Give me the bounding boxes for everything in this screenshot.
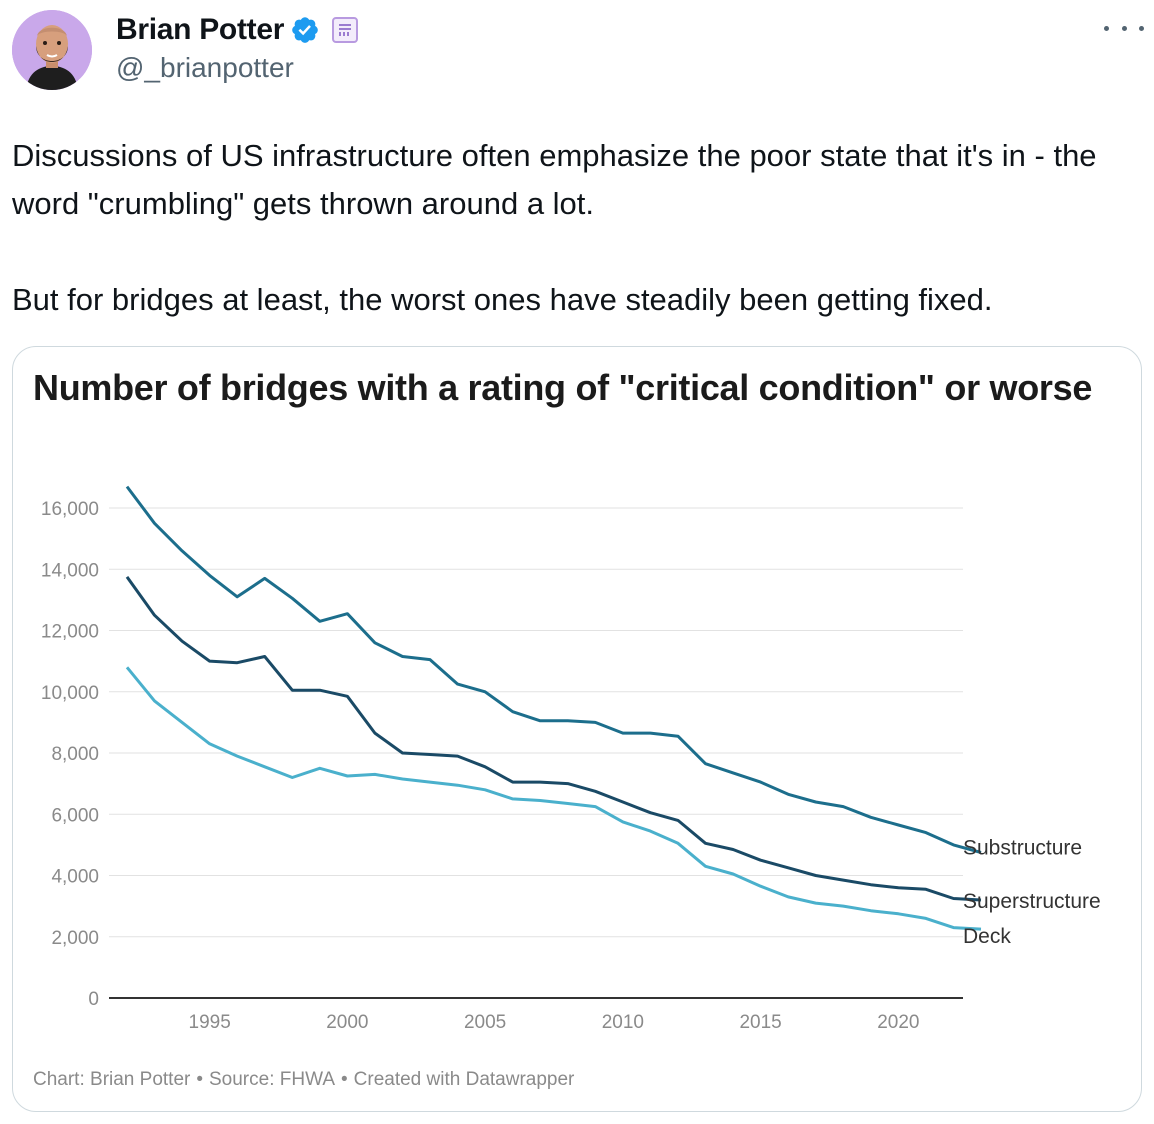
y-tick-label: 6,000 <box>51 805 99 826</box>
x-tick-label: 1995 <box>189 1012 231 1033</box>
avatar-portrait-icon <box>12 10 92 90</box>
x-tick-label: 2005 <box>464 1012 506 1033</box>
y-tick-label: 0 <box>88 989 99 1010</box>
series-label-substructure: Substructure <box>963 837 1082 860</box>
chart-title: Number of bridges with a rating of "crit… <box>33 367 1093 408</box>
more-dot-icon <box>1104 25 1109 31</box>
more-dot-icon <box>1121 25 1127 31</box>
line-chart: 0 2,000 4,000 6,000 8,000 10,000 12,000 14,000 1… <box>41 485 1101 1033</box>
series-line-substructure <box>125 485 982 854</box>
x-tick-label: 2010 <box>602 1012 644 1033</box>
y-tick-label: 8,000 <box>51 744 99 765</box>
y-tick-label: 16,000 <box>41 499 99 520</box>
series-line-superstructure <box>125 576 982 902</box>
y-tick-label: 14,000 <box>41 560 99 581</box>
tweet-paragraph: Discussions of US infrastructure often e… <box>12 138 1097 221</box>
author-name-row: Brian Potter <box>116 12 359 48</box>
chart-credit: Chart: Brian Potter <box>33 1069 191 1090</box>
series-lines <box>125 485 982 931</box>
y-tick-label: 2,000 <box>51 928 99 949</box>
more-options-button[interactable] <box>1104 16 1144 40</box>
more-dot-icon <box>1139 25 1144 31</box>
display-name[interactable]: Brian Potter <box>116 13 285 46</box>
chart-tool: Created with Datawrapper <box>353 1069 575 1090</box>
y-tick-label: 4,000 <box>51 867 99 888</box>
axis: 0 2,000 4,000 6,000 8,000 10,000 12,000 14,000 1… <box>41 499 963 1033</box>
series-line-deck <box>125 666 982 931</box>
y-tick-label: 10,000 <box>41 683 99 704</box>
footer-separator: • <box>341 1069 348 1090</box>
series-label-superstructure: Superstructure <box>963 890 1101 913</box>
series-label-deck: Deck <box>963 925 1011 948</box>
avatar[interactable] <box>12 10 92 90</box>
tweet-paragraph: But for bridges at least, the worst ones… <box>12 282 993 317</box>
grid-lines <box>109 507 963 938</box>
x-tick-label: 2000 <box>326 1012 368 1033</box>
footer-separator: • <box>196 1069 203 1090</box>
verified-badge-icon[interactable] <box>290 15 320 45</box>
newsletter-lines-icon <box>339 24 352 36</box>
chart-source: Source: FHWA <box>209 1069 335 1090</box>
newsletter-affiliate-icon[interactable] <box>332 17 359 43</box>
tweet-text: Discussions of US infrastructure often e… <box>12 132 1142 324</box>
x-tick-label: 2020 <box>877 1012 919 1033</box>
x-tick-label: 2015 <box>739 1012 781 1033</box>
y-tick-label: 12,000 <box>41 622 99 643</box>
series-labels: Substructure Superstructure Deck <box>963 837 1101 949</box>
chart-image-card[interactable]: Number of bridges with a rating of "crit… <box>12 346 1142 1112</box>
author-handle[interactable]: @_brianpotter <box>116 52 294 83</box>
chart-footer: Chart: Brian Potter • Source: FHWA • Cre… <box>33 1069 574 1091</box>
